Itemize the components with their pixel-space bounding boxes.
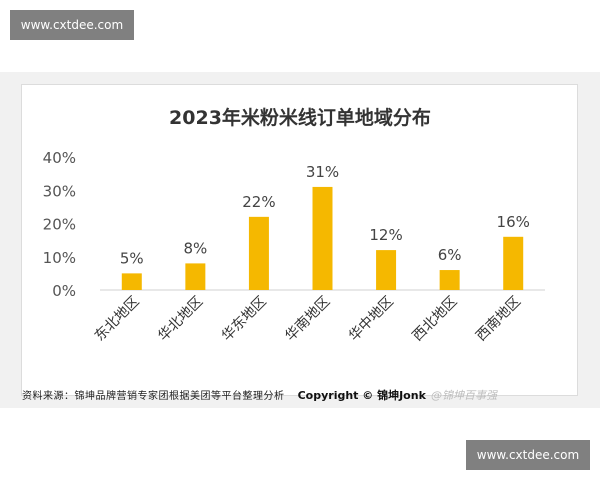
chart-panel — [0, 72, 600, 408]
data-label: 22% — [242, 193, 275, 211]
watermark-bottom: www.cxtdee.com — [466, 440, 590, 470]
chart-footer: 资料来源：锦坤品牌营销专家团根据美团等平台整理分析 Copyright © 锦坤… — [22, 384, 582, 402]
data-label: 8% — [183, 239, 207, 257]
x-tick-label: 华东地区 — [219, 294, 270, 345]
x-tick-label: 西北地区 — [410, 294, 461, 345]
x-tick-label: 华中地区 — [346, 294, 397, 345]
bar — [121, 273, 142, 290]
data-label: 5% — [120, 249, 144, 267]
x-tick-label: 华南地区 — [282, 294, 333, 345]
bar — [439, 270, 460, 290]
source-note: 资料来源：锦坤品牌营销专家团根据美团等平台整理分析 — [22, 391, 285, 402]
bar — [312, 186, 333, 290]
chart-title: 2023年米粉米线订单地域分布 — [169, 106, 431, 129]
chart-card — [21, 84, 578, 396]
bar — [376, 250, 397, 290]
bar — [248, 216, 269, 290]
x-tick-label: 东北地区 — [92, 294, 143, 345]
x-tick-label: 西南地区 — [473, 294, 524, 345]
data-label: 16% — [497, 213, 530, 231]
copyright-text: Copyright © 锦坤Jonk — [297, 389, 426, 402]
y-tick-label: 30% — [43, 182, 76, 200]
credit-watermark: @锦坤百事强 — [430, 389, 497, 402]
bar — [185, 263, 206, 290]
y-tick-label: 0% — [52, 282, 76, 300]
y-tick-label: 10% — [43, 249, 76, 267]
y-tick-label: 20% — [43, 216, 76, 234]
data-label: 12% — [369, 226, 402, 244]
data-label: 6% — [438, 246, 462, 264]
x-tick-label: 华北地区 — [155, 294, 206, 345]
y-tick-label: 40% — [43, 149, 76, 167]
watermark-top: www.cxtdee.com — [10, 10, 134, 40]
data-label: 31% — [306, 163, 339, 181]
bar — [503, 236, 524, 290]
